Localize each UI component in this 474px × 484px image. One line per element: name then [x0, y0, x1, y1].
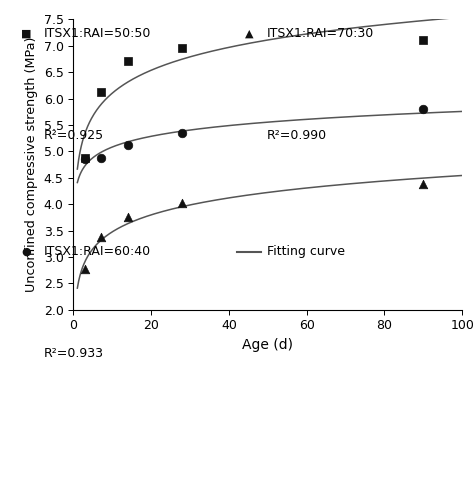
Point: [179, 199, 186, 207]
Text: R²=0.990: R²=0.990: [266, 129, 327, 142]
Point: [97, 154, 104, 162]
Text: ■: ■: [21, 29, 31, 39]
Point: [124, 57, 132, 64]
Point: [124, 213, 132, 221]
Text: Fitting curve: Fitting curve: [266, 245, 345, 258]
Point: [419, 37, 427, 45]
Point: [419, 180, 427, 188]
Point: [179, 45, 186, 52]
Text: ▲: ▲: [245, 29, 253, 39]
Text: R²=0.933: R²=0.933: [44, 347, 104, 360]
Point: [97, 89, 104, 96]
Point: [97, 233, 104, 241]
Text: R²=0.925: R²=0.925: [44, 129, 104, 142]
Text: ITSX1:RAI=50:50: ITSX1:RAI=50:50: [44, 28, 151, 40]
Point: [179, 129, 186, 137]
Point: [82, 155, 89, 163]
Text: ITSX1:RAI=70:30: ITSX1:RAI=70:30: [266, 28, 374, 40]
Point: [419, 105, 427, 113]
Text: ●: ●: [21, 247, 31, 257]
Y-axis label: Unconfined compressive strength (MPa): Unconfined compressive strength (MPa): [25, 37, 38, 292]
Point: [82, 265, 89, 272]
X-axis label: Age (d): Age (d): [242, 338, 293, 352]
Point: [124, 141, 132, 149]
Point: [82, 154, 89, 162]
Text: ITSX1:RAI=60:40: ITSX1:RAI=60:40: [44, 245, 151, 258]
